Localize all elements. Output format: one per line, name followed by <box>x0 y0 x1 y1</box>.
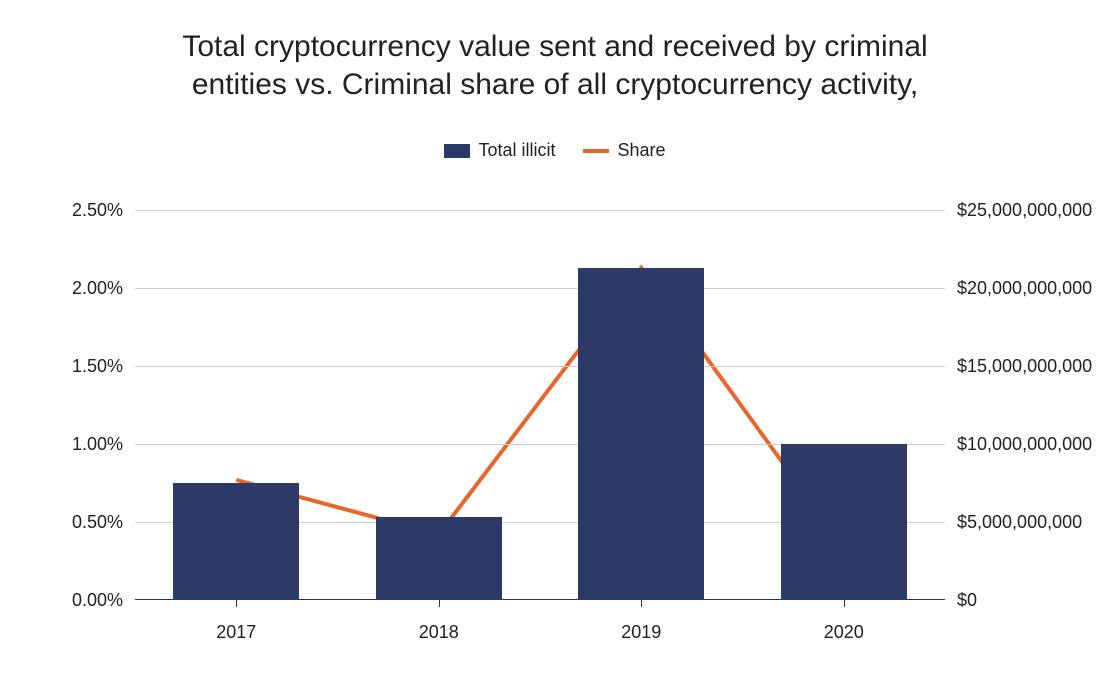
plot-area: 0.00%$00.50%$5,000,000,0001.00%$10,000,0… <box>135 210 945 600</box>
bar <box>173 483 299 600</box>
x-tick <box>236 600 237 607</box>
chart-title: Total cryptocurrency value sent and rece… <box>0 28 1110 103</box>
x-tick-label: 2017 <box>216 622 256 643</box>
x-tick <box>844 600 845 607</box>
y-right-tick-label: $15,000,000,000 <box>957 356 1092 377</box>
gridline <box>135 288 945 289</box>
legend-item-share: Share <box>583 140 665 161</box>
chart-title-line2: entities vs. Criminal share of all crypt… <box>0 66 1110 104</box>
y-left-tick-label: 1.50% <box>72 356 123 377</box>
y-right-tick-label: $0 <box>957 590 977 611</box>
x-tick <box>439 600 440 607</box>
y-left-tick-label: 2.50% <box>72 200 123 221</box>
gridline <box>135 366 945 367</box>
chart-title-line1: Total cryptocurrency value sent and rece… <box>0 28 1110 66</box>
legend: Total illicit Share <box>0 140 1110 161</box>
legend-label-share: Share <box>617 140 665 161</box>
x-tick-label: 2018 <box>419 622 459 643</box>
x-tick-label: 2019 <box>621 622 661 643</box>
bar <box>578 268 704 600</box>
y-right-tick-label: $25,000,000,000 <box>957 200 1092 221</box>
bar <box>376 517 502 600</box>
y-right-tick-label: $10,000,000,000 <box>957 434 1092 455</box>
x-tick <box>641 600 642 607</box>
y-left-tick-label: 1.00% <box>72 434 123 455</box>
legend-swatch-bar-icon <box>444 144 470 158</box>
y-right-tick-label: $20,000,000,000 <box>957 278 1092 299</box>
y-left-tick-label: 0.50% <box>72 512 123 533</box>
y-right-tick-label: $5,000,000,000 <box>957 512 1082 533</box>
y-left-tick-label: 0.00% <box>72 590 123 611</box>
gridline <box>135 210 945 211</box>
legend-swatch-line-icon <box>583 149 609 153</box>
legend-label-total-illicit: Total illicit <box>478 140 555 161</box>
bar <box>781 444 907 600</box>
legend-item-total-illicit: Total illicit <box>444 140 555 161</box>
x-tick-label: 2020 <box>824 622 864 643</box>
chart-container: Total cryptocurrency value sent and rece… <box>0 0 1110 686</box>
y-left-tick-label: 2.00% <box>72 278 123 299</box>
share-line <box>236 268 844 547</box>
